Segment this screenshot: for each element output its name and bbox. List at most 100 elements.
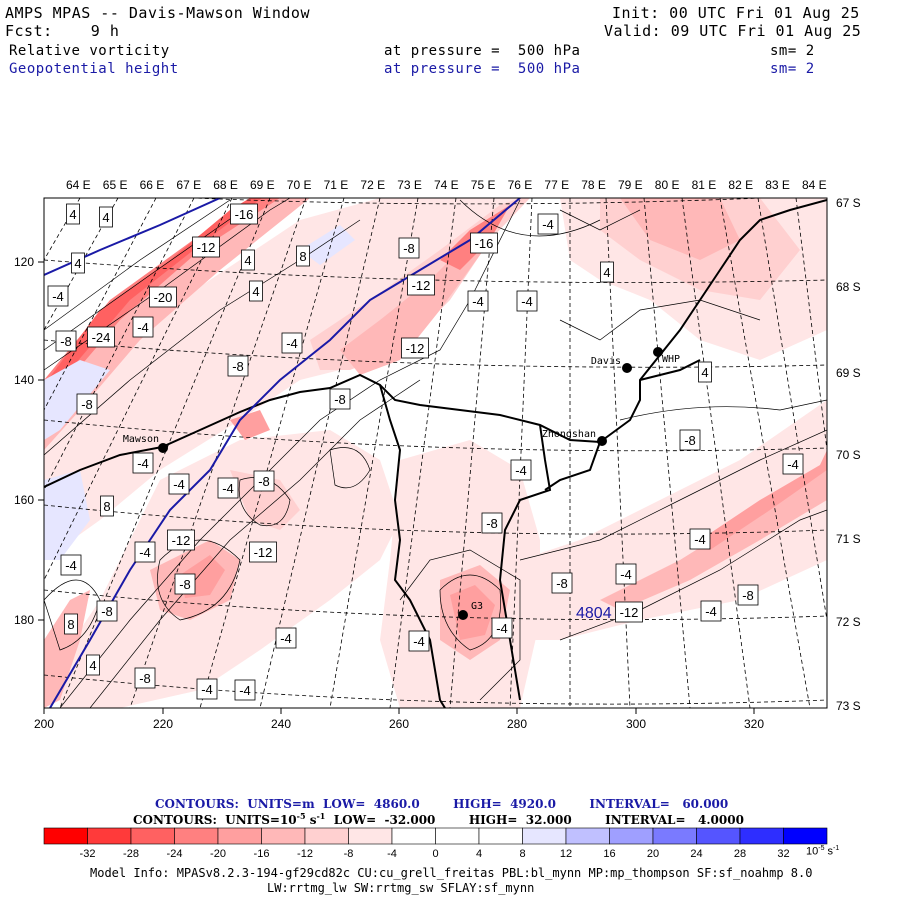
vort-info-sup2: -1 <box>316 811 326 821</box>
colorbar-swatch <box>783 827 828 845</box>
contour-label-text: -8 <box>139 671 151 686</box>
x-tick-label: 240 <box>271 717 291 731</box>
contour-label-box: -8 <box>55 330 77 352</box>
contour-label-box: -4 <box>132 316 154 338</box>
colorbar-swatch <box>565 827 610 845</box>
contour-label-text: 4 <box>69 207 76 222</box>
colorbar-swatch <box>696 827 741 845</box>
lon-label: 80 E <box>655 178 680 192</box>
contour-label-box: -8 <box>329 388 351 410</box>
contour-label-text: -4 <box>137 456 149 471</box>
contour-label-text: -12 <box>406 341 425 356</box>
contour-label-box: -20 <box>149 286 177 308</box>
contour-label-box: -4 <box>537 213 559 235</box>
contour-label-text: 4 <box>74 256 81 271</box>
colorbar-swatch <box>652 827 697 845</box>
contour-label-box: -4 <box>134 541 156 563</box>
colorbar-label: -24 <box>167 848 183 860</box>
forecast-hour: 9 h <box>90 22 120 40</box>
vort-info-unit: s <box>305 813 317 827</box>
contour-label-text: -4 <box>201 682 213 697</box>
lon-label: 73 E <box>397 178 422 192</box>
station-dot <box>458 610 468 620</box>
contour-label-box: -4 <box>168 473 190 495</box>
lon-label: 72 E <box>360 178 385 192</box>
station-marker: Davis <box>591 356 632 373</box>
contour-label-box: -16 <box>230 203 258 225</box>
plot-frame <box>43 197 828 709</box>
station-name: WHP <box>662 354 680 365</box>
lon-label: 84 E <box>802 178 827 192</box>
colorbar-label: -8 <box>344 848 354 860</box>
colorbar-swatch <box>261 827 306 845</box>
contour-label-box: 4 <box>241 249 255 271</box>
cb-unit-sup2: -1 <box>833 845 840 852</box>
contour-label-box: -4 <box>281 332 303 354</box>
contour-label-text: -12 <box>412 278 431 293</box>
field2-smoothing: sm= 2 <box>770 61 815 77</box>
app-title: AMPS MPAS -- Davis-Mawson Window <box>5 4 310 22</box>
contour-label-text: 4 <box>252 284 259 299</box>
contour-label-box: -8 <box>481 512 503 534</box>
lon-label: 69 E <box>250 178 275 192</box>
station-name: Mawson <box>123 434 159 445</box>
contour-label-text: -4 <box>239 683 251 698</box>
colorbar-swatch <box>739 827 784 845</box>
colorbar: -32 -28 -24 -20 -16 -12 -8 -4 0 4 8 12 16 20 24 28 32 <box>43 827 828 860</box>
colorbar-label: -20 <box>210 848 226 860</box>
station-name: Davis <box>591 356 621 367</box>
contour-label-box: -12 <box>192 236 220 258</box>
lon-label: 67 E <box>176 178 201 192</box>
contour-label-text: -8 <box>179 577 191 592</box>
lon-label: 75 E <box>471 178 496 192</box>
contour-label-text: 4 <box>102 210 109 225</box>
height-contour-label: 4804 <box>576 605 612 622</box>
station-name: G3 <box>471 601 483 612</box>
colorbar-swatch <box>174 827 219 845</box>
model-info-line1: Model Info: MPASv8.2.3-194-gf29cd82c CU:… <box>90 866 813 880</box>
colorbar-swatch <box>130 827 175 845</box>
lon-label: 82 E <box>728 178 753 192</box>
contour-label-box: 4 <box>698 361 712 383</box>
contour-label-text: -4 <box>173 477 185 492</box>
contour-label-box: -4 <box>234 679 256 701</box>
x-axis-labels: 200 220 240 260 280 300 320 <box>34 717 764 731</box>
contour-label-text: 4 <box>701 365 708 380</box>
contour-label-box: 8 <box>64 613 78 635</box>
contour-label-box: -12 <box>167 529 195 551</box>
contour-label-box: -4 <box>510 459 532 481</box>
model-info-line2: LW:rrtmg_lw SW:rrtmg_sw SFLAY:sf_mynn <box>267 881 535 895</box>
colorbar-swatch <box>304 827 349 845</box>
contour-label-box: -4 <box>782 453 804 475</box>
contour-label-box: -8 <box>679 429 701 451</box>
lon-label: 83 E <box>765 178 790 192</box>
contour-label-text: -4 <box>222 481 234 496</box>
contour-label-box: 4 <box>86 654 100 676</box>
colorbar-label: 16 <box>603 848 615 860</box>
contour-label-box: -12 <box>615 601 643 623</box>
lon-label: 77 E <box>544 178 569 192</box>
height-contour-info: CONTOURS: UNITS=m LOW= 4860.0 HIGH= 4920… <box>155 797 729 811</box>
contour-label-text: -4 <box>472 294 484 309</box>
colorbar-label: 0 <box>432 848 438 860</box>
contour-label-text: 4 <box>603 265 610 280</box>
contour-label-text: -16 <box>475 236 494 251</box>
lon-label: 71 E <box>324 178 349 192</box>
colorbar-swatch <box>87 827 132 845</box>
contour-label-text: -24 <box>92 330 111 345</box>
lon-label: 81 E <box>692 178 717 192</box>
contour-label-box: -4 <box>467 290 489 312</box>
colorbar-swatch <box>522 827 567 845</box>
y-tick-label: 180 <box>14 613 34 627</box>
contour-label-text: -4 <box>705 604 717 619</box>
contour-label-text: -4 <box>413 634 425 649</box>
station-dot <box>653 347 663 357</box>
y-tick-label: 140 <box>14 373 34 387</box>
station-marker: WHP <box>653 347 680 365</box>
contour-label-text: 4 <box>89 658 96 673</box>
x-tick-label: 280 <box>507 717 527 731</box>
station-dot <box>622 363 632 373</box>
forecast-label: Fcst: 9 h <box>5 22 119 40</box>
contour-label-text: -4 <box>620 567 632 582</box>
colorbar-swatch <box>217 827 262 845</box>
